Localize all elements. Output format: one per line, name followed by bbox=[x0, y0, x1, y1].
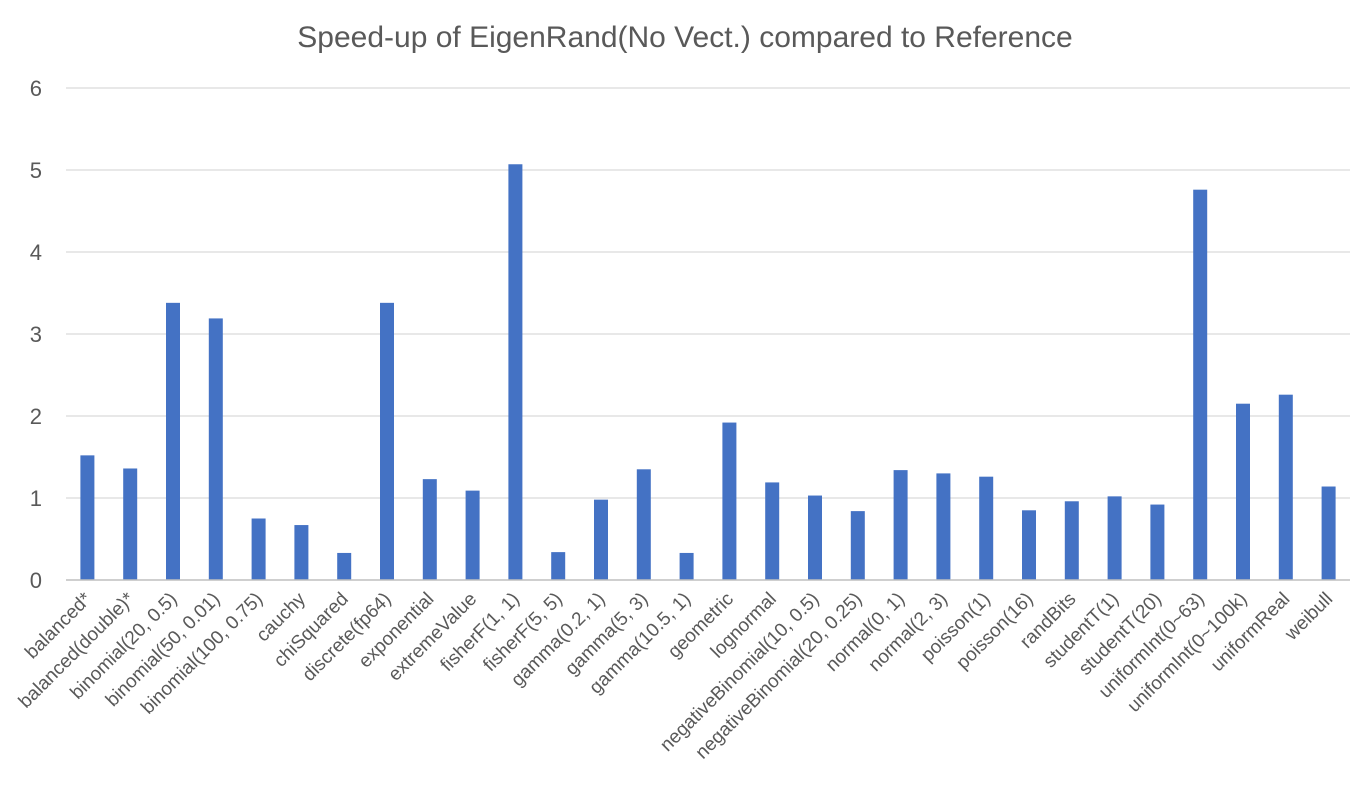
y-tick-label: 0 bbox=[30, 568, 42, 593]
bar bbox=[337, 552, 352, 580]
gridlines bbox=[66, 87, 1350, 499]
bar bbox=[551, 552, 566, 580]
bar bbox=[850, 511, 865, 580]
chart-title: Speed-up of EigenRand(No Vect.) compared… bbox=[297, 21, 1072, 54]
bars bbox=[80, 164, 1336, 580]
bar bbox=[465, 490, 480, 580]
bar bbox=[936, 473, 951, 580]
x-tick-label: weibull bbox=[1281, 589, 1338, 646]
y-tick-label: 6 bbox=[30, 76, 42, 101]
bar bbox=[80, 455, 95, 580]
bar bbox=[808, 495, 822, 580]
bar bbox=[508, 164, 523, 580]
bar bbox=[1321, 486, 1336, 580]
y-tick-label: 1 bbox=[30, 486, 42, 511]
bar bbox=[380, 302, 394, 580]
bar bbox=[208, 318, 223, 580]
y-axis-tick-labels: 0 1 2 3 4 5 6 bbox=[30, 76, 42, 593]
bar bbox=[679, 552, 694, 580]
bar bbox=[123, 468, 138, 580]
bar bbox=[422, 479, 437, 580]
bar bbox=[1278, 394, 1293, 580]
bar bbox=[594, 499, 608, 580]
bar bbox=[1236, 403, 1250, 580]
bar bbox=[1022, 510, 1036, 580]
y-tick-label: 5 bbox=[30, 158, 42, 183]
bar bbox=[979, 476, 994, 580]
bar bbox=[1193, 189, 1208, 580]
x-axis-tick-labels: balanced*balanced(double)*binomial(20, 0… bbox=[15, 588, 1337, 763]
bar bbox=[893, 470, 908, 580]
bar bbox=[765, 482, 780, 580]
bar bbox=[636, 469, 651, 580]
y-tick-label: 2 bbox=[30, 404, 42, 429]
bar bbox=[722, 422, 737, 580]
bar bbox=[166, 302, 180, 580]
bar bbox=[294, 525, 309, 580]
bar bbox=[1064, 501, 1079, 580]
bar bbox=[1107, 496, 1122, 580]
y-tick-label: 3 bbox=[30, 322, 42, 347]
y-tick-label: 4 bbox=[30, 240, 42, 265]
bar bbox=[1150, 504, 1165, 580]
bar bbox=[251, 518, 266, 580]
